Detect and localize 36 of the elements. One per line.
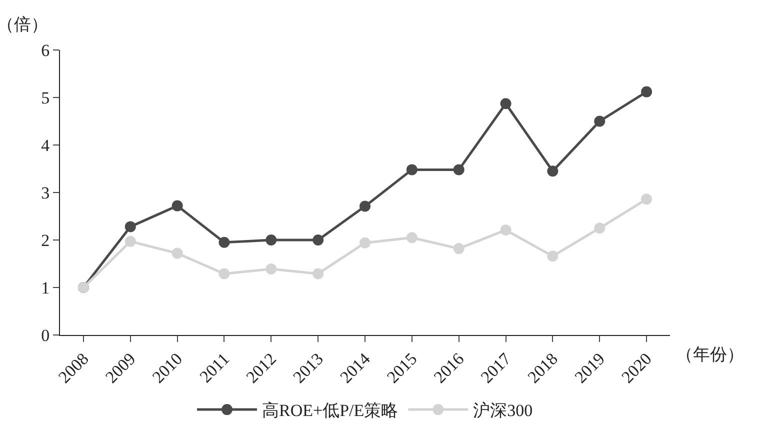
- y-tick-label: 1: [41, 278, 50, 298]
- point: [124, 236, 136, 247]
- point: [594, 222, 606, 234]
- point: [594, 116, 606, 127]
- y-tick-label: 5: [41, 88, 50, 108]
- point: [218, 268, 230, 280]
- y-tick-label: 3: [41, 183, 50, 202]
- y-tick-label: 4: [41, 136, 50, 155]
- x-tick-label: 2011: [196, 349, 234, 386]
- point: [547, 250, 558, 262]
- point: [406, 232, 418, 244]
- point: [218, 236, 230, 248]
- point: [124, 221, 136, 232]
- point: [360, 237, 370, 248]
- y-tick-label: 2: [41, 230, 50, 250]
- point: [312, 234, 324, 246]
- point: [453, 243, 464, 254]
- legend-label: 高ROE+低P/E策略: [262, 401, 398, 420]
- point: [406, 164, 418, 176]
- point: [360, 200, 370, 212]
- y-tick-label: 6: [41, 40, 50, 60]
- x-axis-title: （年份）: [676, 345, 744, 364]
- point: [547, 166, 558, 177]
- point: [172, 200, 183, 212]
- y-tick-label: 0: [41, 326, 50, 345]
- point: [500, 224, 512, 236]
- point: [641, 86, 652, 98]
- point: [500, 98, 512, 110]
- point: [312, 268, 324, 280]
- point: [172, 248, 183, 259]
- point: [266, 263, 277, 274]
- point: [453, 164, 464, 176]
- point: [641, 194, 652, 205]
- point: [266, 234, 277, 246]
- legend-label: 沪深300: [473, 401, 533, 420]
- y-axis-title: （倍）: [0, 15, 48, 34]
